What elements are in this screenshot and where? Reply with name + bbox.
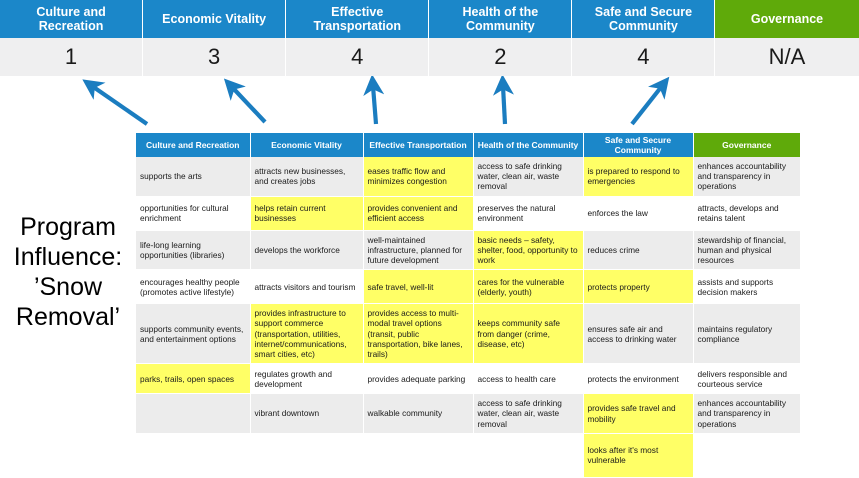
matrix-cell: attracts, develops and retains talent bbox=[693, 196, 800, 231]
matrix-cell: maintains regulatory compliance bbox=[693, 303, 800, 365]
program-influence-label: Program Influence: ’Snow Removal’ bbox=[2, 212, 134, 332]
score-value-governance: N/A bbox=[768, 44, 806, 69]
matrix-cell: walkable community bbox=[363, 393, 474, 434]
priority-score-value-row: 1 3 4 2 4 N/A bbox=[0, 38, 859, 76]
arrow-connector-layer bbox=[0, 74, 859, 134]
matrix-cell: basic needs – safety, shelter, food, opp… bbox=[473, 230, 584, 271]
program-influence-line-1: Program bbox=[20, 213, 116, 241]
matrix-cell bbox=[363, 433, 474, 478]
matrix-header-effective-transportation: Effective Transportation bbox=[363, 133, 474, 157]
score-header-economic-vitality: Economic Vitality bbox=[143, 0, 287, 38]
matrix-body: supports the arts attracts new businesses… bbox=[136, 157, 800, 478]
priority-score-header-row: Culture and Recreation Economic Vitality… bbox=[0, 0, 859, 38]
arrow-to-health-of-the-community bbox=[493, 74, 514, 125]
matrix-row: encourages healthy people (promotes acti… bbox=[136, 269, 800, 305]
matrix-cell bbox=[693, 433, 800, 478]
matrix-row: life-long learning opportunities (librar… bbox=[136, 230, 800, 271]
matrix-cell: well-maintained infrastructure, planned … bbox=[363, 230, 474, 271]
matrix-cell: supports the arts bbox=[136, 157, 251, 197]
matrix-cell: parks, trails, open spaces bbox=[136, 363, 251, 395]
program-influence-line-3: ’Snow bbox=[33, 273, 103, 301]
matrix-cell bbox=[473, 433, 584, 478]
matrix-cell: access to safe drinking water, clean air… bbox=[473, 393, 584, 434]
matrix-cell: safe travel, well-lit bbox=[363, 269, 474, 305]
matrix-cell: encourages healthy people (promotes acti… bbox=[136, 269, 251, 305]
matrix-cell: provides convenient and efficient access bbox=[363, 196, 474, 231]
matrix-row: looks after it's most vulnerable bbox=[136, 433, 800, 478]
matrix-cell: supports community events, and entertain… bbox=[136, 303, 251, 365]
matrix-header-culture-and-recreation: Culture and Recreation bbox=[136, 133, 251, 157]
matrix-cell: life-long learning opportunities (librar… bbox=[136, 230, 251, 271]
matrix-cell: keeps community safe from danger (crime,… bbox=[473, 303, 584, 365]
matrix-cell: provides adequate parking bbox=[363, 363, 474, 395]
arrow-to-effective-transportation bbox=[363, 74, 385, 125]
program-influence-line-2: Influence: bbox=[13, 243, 123, 271]
arrow-to-safe-and-secure-community bbox=[630, 76, 670, 126]
matrix-cell: looks after it's most vulnerable bbox=[583, 433, 694, 478]
program-influence-matrix: Culture and Recreation Economic Vitality… bbox=[136, 133, 800, 478]
matrix-cell: develops the workforce bbox=[250, 230, 364, 271]
matrix-cell: assists and supports decision makers bbox=[693, 269, 800, 305]
matrix-cell: enhances accountability and transparency… bbox=[693, 393, 800, 434]
matrix-header-governance: Governance bbox=[693, 133, 800, 157]
matrix-cell: protects property bbox=[583, 269, 694, 305]
matrix-cell: provides safe travel and mobility bbox=[583, 393, 694, 434]
score-value-culture-and-recreation: 1 bbox=[0, 38, 144, 76]
program-influence-line-4: Removal’ bbox=[15, 303, 121, 331]
score-value-safe-and-secure-community: 4 bbox=[572, 38, 716, 76]
score-value-effective-transportation: 4 bbox=[286, 38, 430, 76]
matrix-cell: access to health care bbox=[473, 363, 584, 395]
matrix-row: supports community events, and entertain… bbox=[136, 303, 800, 365]
matrix-cell: helps retain current businesses bbox=[250, 196, 364, 231]
matrix-cell: provides access to multi-modal travel op… bbox=[363, 303, 474, 365]
arrow-to-economic-vitality bbox=[223, 78, 267, 124]
matrix-cell: access to safe drinking water, clean air… bbox=[473, 157, 584, 197]
matrix-cell: attracts new businesses, and creates job… bbox=[250, 157, 364, 197]
score-header-health-of-the-community: Health of the Community bbox=[429, 0, 573, 38]
matrix-row: supports the arts attracts new businesses… bbox=[136, 157, 800, 197]
matrix-cell bbox=[136, 393, 251, 434]
matrix-cell: regulates growth and development bbox=[250, 363, 364, 395]
matrix-cell: attracts visitors and tourism bbox=[250, 269, 364, 305]
score-header-governance: Governance bbox=[715, 0, 859, 38]
score-header-effective-transportation: Effective Transportation bbox=[286, 0, 430, 38]
matrix-row: opportunities for cultural enrichment hel… bbox=[136, 196, 800, 231]
matrix-cell bbox=[250, 433, 364, 478]
matrix-cell: provides infrastructure to support comme… bbox=[250, 303, 364, 365]
matrix-cell: protects the environment bbox=[583, 363, 694, 395]
matrix-cell: enhances accountability and transparency… bbox=[693, 157, 800, 197]
score-header-safe-and-secure-community: Safe and Secure Community bbox=[572, 0, 716, 38]
matrix-cell: enforces the law bbox=[583, 196, 694, 231]
matrix-cell: delivers responsible and courteous servi… bbox=[693, 363, 800, 395]
score-header-culture-and-recreation: Culture and Recreation bbox=[0, 0, 144, 38]
matrix-cell: vibrant downtown bbox=[250, 393, 364, 434]
matrix-cell: ensures safe air and access to drinking … bbox=[583, 303, 694, 365]
matrix-cell: stewardship of financial, human and phys… bbox=[693, 230, 800, 271]
score-value-economic-vitality: 3 bbox=[143, 38, 287, 76]
matrix-cell: reduces crime bbox=[583, 230, 694, 271]
matrix-cell: eases traffic flow and minimizes congest… bbox=[363, 157, 474, 197]
matrix-header-row: Culture and Recreation Economic Vitality… bbox=[136, 133, 800, 157]
matrix-cell: opportunities for cultural enrichment bbox=[136, 196, 251, 231]
matrix-header-economic-vitality: Economic Vitality bbox=[250, 133, 364, 157]
matrix-cell bbox=[136, 433, 251, 478]
score-value-health-of-the-community: 2 bbox=[429, 38, 573, 76]
matrix-cell: cares for the vulnerable (elderly, youth… bbox=[473, 269, 584, 305]
matrix-row: vibrant downtown walkable community access… bbox=[136, 393, 800, 434]
matrix-header-health-of-the-community: Health of the Community bbox=[473, 133, 584, 157]
matrix-row: parks, trails, open spaces regulates grow… bbox=[136, 363, 800, 395]
matrix-cell: preserves the natural environment bbox=[473, 196, 584, 231]
arrow-to-culture-and-recreation bbox=[82, 79, 149, 126]
priority-score-table: Culture and Recreation Economic Vitality… bbox=[0, 0, 859, 76]
matrix-cell: is prepared to respond to emergencies bbox=[583, 157, 694, 197]
matrix-header-safe-and-secure-community: Safe and Secure Community bbox=[583, 133, 694, 157]
